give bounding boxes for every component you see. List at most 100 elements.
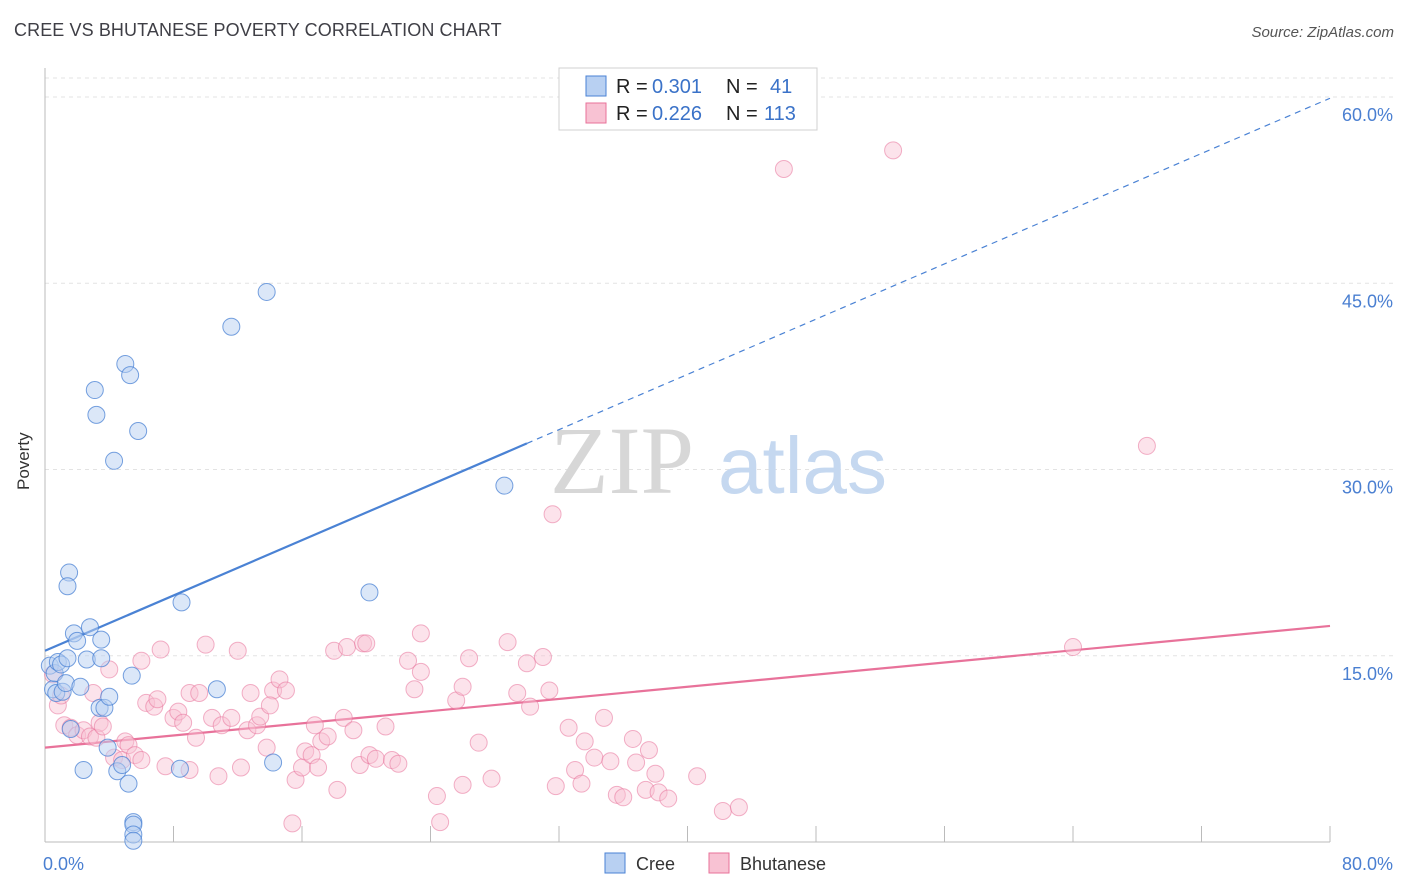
bhutanese-point (482, 769, 501, 788)
bhutanese-point (169, 702, 188, 721)
bhutanese-point (533, 647, 552, 666)
y-tick-label: 60.0% (1342, 105, 1393, 125)
bottom-legend-bhutanese-label: Bhutanese (740, 854, 826, 874)
cree-point (100, 687, 119, 706)
bhutanese-point (132, 751, 151, 770)
cree-point (85, 381, 104, 400)
bhutanese-point (508, 684, 527, 702)
bhutanese-point (399, 651, 418, 670)
cree-point (119, 774, 138, 793)
bhutanese-point (572, 774, 591, 793)
source-label: Source: ZipAtlas.com (1251, 24, 1394, 41)
legend-cree-r-label: R = (616, 76, 648, 98)
cree-point (121, 366, 140, 385)
cree-point (495, 476, 514, 495)
bhutanese-point (87, 728, 106, 747)
legend-cree-n-value: 41 (770, 76, 792, 98)
bhutanese-point (469, 733, 488, 752)
bhutanese-point (688, 767, 707, 786)
cree-point (264, 753, 283, 772)
bottom-legend-cree-label: Cree (636, 854, 675, 874)
bhutanese-point (212, 716, 231, 735)
bhutanese-point (264, 681, 283, 700)
bhutanese-point (559, 718, 578, 737)
bhutanese-point (350, 756, 369, 775)
cree-point (105, 451, 124, 470)
cree-point (58, 649, 77, 668)
bhutanese-point (337, 638, 356, 657)
bhutanese-point (540, 681, 559, 700)
bhutanese-point (174, 713, 193, 732)
bhutanese-point (164, 708, 183, 727)
bhutanese-point (366, 749, 385, 768)
bhutanese-point (376, 717, 395, 736)
legend-bhutanese-n-label: N = (726, 103, 758, 125)
bhutanese-point (222, 708, 241, 727)
bhutanese-point (884, 141, 903, 160)
bhutanese-point (151, 640, 170, 659)
cree-point (68, 631, 87, 650)
bhutanese-point (405, 680, 424, 699)
bhutanese-point (257, 738, 276, 757)
bhutanese-point (585, 748, 604, 767)
bhutanese-point (729, 798, 748, 817)
bhutanese-point (80, 727, 99, 746)
legend-bhutanese-r-value: 0.226 (652, 103, 702, 125)
bhutanese-point (649, 783, 668, 802)
cree-trend-extension (526, 97, 1331, 444)
bhutanese-point (575, 732, 594, 751)
y-tick-label: 15.0% (1342, 664, 1393, 684)
cree-point (113, 756, 132, 775)
legend: R = 0.301 N = 41 R = 0.226 N = 113 (558, 67, 818, 131)
bhutanese-point (453, 677, 472, 696)
bhutanese-point (453, 775, 472, 794)
legend-bhutanese-r-label: R = (616, 103, 648, 125)
bottom-legend-cree-swatch (604, 852, 626, 874)
bottom-legend-bhutanese-swatch (708, 852, 730, 874)
cree-point (58, 577, 77, 596)
bhutanese-point (601, 752, 620, 771)
bhutanese-point (521, 697, 540, 716)
watermark-zip: ZIP (550, 407, 694, 514)
gridlines (45, 77, 1395, 657)
axes (44, 68, 1331, 843)
bhutanese-point (1064, 638, 1082, 657)
bhutanese-point (344, 721, 363, 740)
bhutanese-point (276, 681, 295, 700)
bhutanese-point (305, 716, 324, 735)
legend-bhutanese-swatch (585, 102, 607, 124)
bhutanese-point (623, 729, 642, 748)
bhutanese-point (659, 789, 678, 808)
bhutanese-point (186, 728, 205, 747)
bhutanese-point (283, 814, 302, 833)
bhutanese-point (228, 641, 247, 660)
legend-cree-n-label: N = (726, 76, 758, 98)
bhutanese-point (517, 654, 536, 673)
tick-labels: 15.0% 30.0% 45.0% 60.0% 0.0% 80.0% (43, 105, 1393, 874)
bhutanese-point (270, 670, 289, 689)
bhutanese-point (209, 767, 228, 786)
bhutanese-point (231, 758, 250, 777)
bhutanese-point (389, 754, 408, 773)
x-tick-label-max: 80.0% (1342, 854, 1393, 874)
bhutanese-point (93, 717, 112, 736)
bhutanese-point (309, 758, 328, 777)
bhutanese-point (713, 801, 732, 820)
bhutanese-point (334, 708, 353, 727)
bhutanese-point (614, 788, 633, 807)
bhutanese-point (460, 649, 479, 668)
bhutanese-point (639, 741, 658, 760)
bhutanese-point (498, 633, 517, 652)
bottom-legend: Cree Bhutanese (604, 852, 826, 874)
bhutanese-point (646, 764, 665, 783)
bhutanese-point (328, 780, 347, 799)
bhutanese-point (774, 160, 793, 179)
bhutanese-point (241, 684, 260, 702)
cree-point (98, 738, 117, 757)
cree-point (92, 630, 111, 649)
cree-point (124, 831, 143, 850)
bhutanese-trend-line (44, 624, 1331, 749)
bhutanese-point (357, 634, 376, 653)
cree-trend-line (44, 442, 528, 652)
chart-title: CREE VS BHUTANESE POVERTY CORRELATION CH… (14, 20, 502, 40)
